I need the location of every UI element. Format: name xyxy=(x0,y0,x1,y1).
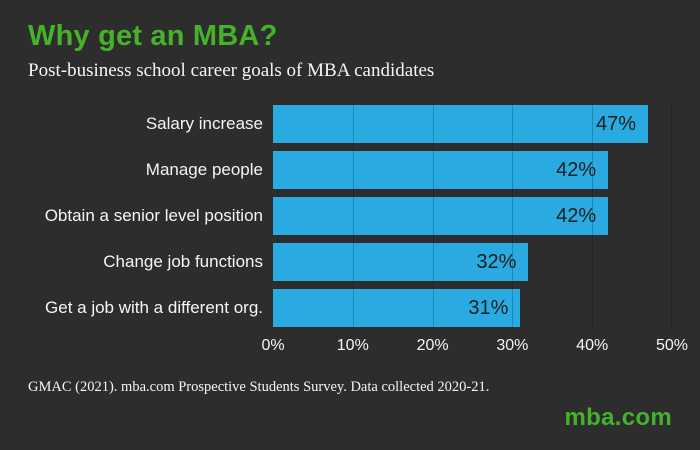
source-note: GMAC (2021). mba.com Prospective Student… xyxy=(28,379,490,396)
x-axis-tick: 10% xyxy=(336,337,369,355)
bar-value-label: 32% xyxy=(476,250,517,273)
bar-track: 42% xyxy=(273,197,672,236)
bar-value-label: 31% xyxy=(468,296,509,319)
bar-value-label: 42% xyxy=(556,204,597,227)
category-label: Change job functions xyxy=(103,252,263,272)
bar-value-label: 42% xyxy=(556,158,597,181)
page-subtitle: Post-business school career goals of MBA… xyxy=(28,60,435,82)
bar-track: 42% xyxy=(273,151,672,190)
x-axis-tick: 0% xyxy=(261,337,285,355)
x-axis-tick: 40% xyxy=(576,337,609,355)
category-label: Obtain a senior level position xyxy=(44,206,263,226)
bar-row: Change job functions 32% xyxy=(28,243,672,282)
bar-row: Get a job with a different org. 31% xyxy=(28,289,672,328)
bar-row: Manage people 42% xyxy=(28,151,672,190)
mba-com-logo: mba.com xyxy=(564,404,672,431)
bar: 47% xyxy=(273,105,649,144)
bar: 42% xyxy=(273,151,609,190)
bar-track: 31% xyxy=(273,289,672,328)
bar-chart: Salary increase 47% Manage people 42% Ob… xyxy=(28,105,688,363)
x-axis-tick: 30% xyxy=(496,337,529,355)
bar-value-label: 47% xyxy=(596,112,637,135)
bar: 42% xyxy=(273,197,609,236)
bar-row: Obtain a senior level position 42% xyxy=(28,197,672,236)
bar-track: 32% xyxy=(273,243,672,282)
bar: 32% xyxy=(273,243,529,282)
category-label: Manage people xyxy=(145,160,263,180)
bar: 31% xyxy=(273,289,521,328)
category-label: Get a job with a different org. xyxy=(45,298,263,318)
x-axis-tick: 20% xyxy=(416,337,449,355)
page-title: Why get an MBA? xyxy=(28,20,278,52)
bar-track: 47% xyxy=(273,105,672,144)
chart-plot-area: Salary increase 47% Manage people 42% Ob… xyxy=(28,105,672,328)
x-axis-tick: 50% xyxy=(655,337,689,355)
bar-row: Salary increase 47% xyxy=(28,105,672,144)
category-label: Salary increase xyxy=(145,114,263,134)
x-axis: 0% 10% 20% 30% 40% 50% xyxy=(261,335,688,363)
